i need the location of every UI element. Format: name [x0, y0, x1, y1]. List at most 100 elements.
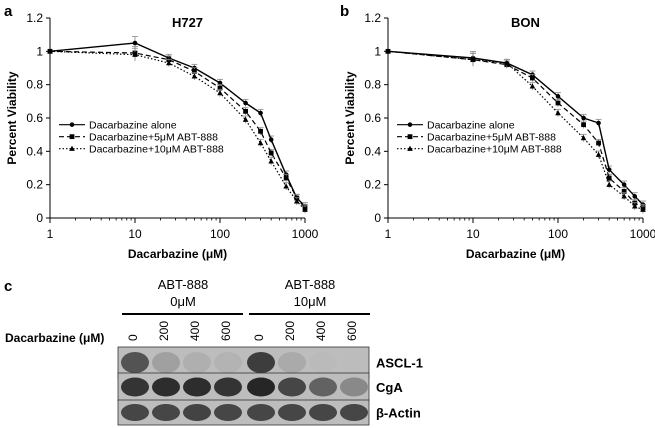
data-point [283, 175, 289, 181]
data-point [606, 181, 612, 187]
western-blot: ABT-888 0μM ABT-888 10μM Dacarbazine (μM… [5, 277, 423, 426]
data-point [243, 108, 248, 114]
x-tick-label: 1 [47, 227, 54, 241]
data-point [596, 140, 601, 146]
blot-band [340, 377, 368, 397]
blot-band [152, 377, 180, 397]
data-point [166, 60, 172, 66]
data-point [606, 175, 612, 181]
dose-label: 0 [126, 334, 140, 341]
y-tick-label: 0.8 [364, 78, 381, 92]
dose-label: 200 [157, 321, 171, 341]
data-point [621, 193, 627, 199]
data-point [268, 150, 274, 156]
band-row: CgA [117, 372, 403, 402]
blot-band [309, 377, 337, 397]
data-point [257, 140, 264, 146]
legend-entry: Dacarbazine+5μM ABT-888 [89, 132, 218, 144]
group-label-line1: ABT-888 [285, 277, 336, 292]
tick-group: 0 0.2 0.4 0.6 0.8 1 1.2 1 10 100 1000 [26, 11, 318, 241]
dose-label: 0 [252, 334, 266, 341]
data-point [555, 94, 561, 99]
group-label-line1: ABT-888 [158, 277, 209, 292]
data-point [191, 73, 198, 79]
data-point [293, 198, 300, 204]
band-row: β-Actin [117, 399, 421, 426]
data-point [385, 48, 391, 54]
y-tick-label: 1.2 [26, 11, 43, 25]
blot-band [121, 351, 149, 374]
legend-marker [69, 122, 75, 127]
data-point [243, 100, 248, 106]
y-tick-label: 0.6 [364, 111, 381, 125]
series-square [47, 46, 308, 212]
blot-band [152, 404, 180, 421]
data-point [530, 75, 535, 81]
data-point [529, 83, 536, 89]
y-tick-label: 0.8 [26, 78, 43, 92]
chart-bon: BON Dacarbazine (μM) Percent Viability 0… [343, 11, 655, 261]
series-triangle [47, 47, 308, 214]
series-circle [385, 49, 646, 209]
data-point [555, 110, 561, 116]
y-tick-label: 1 [374, 44, 381, 58]
band-label: β-Actin [376, 406, 421, 421]
series-circle [47, 36, 308, 210]
panel-a-letter: a [4, 3, 13, 20]
x-tick-label: 1000 [630, 227, 655, 241]
data-point [621, 188, 627, 194]
blot-band [183, 351, 211, 374]
blot-band [247, 377, 275, 397]
legend-entry: Dacarbazine+10μM ABT-888 [89, 144, 224, 156]
data-point [504, 60, 510, 66]
chart-h727: H727 Dacarbazine (μM) Percent Viability … [5, 11, 319, 261]
data-point [132, 51, 138, 57]
dose-label: 400 [188, 321, 202, 341]
blot-band [278, 351, 306, 374]
y-tick-label: 0.2 [26, 178, 43, 192]
blot-band [278, 404, 306, 421]
legend-marker [407, 134, 413, 140]
group-label-line2: 10μM [294, 294, 327, 309]
y-axis-label: Percent Viability [343, 71, 357, 164]
blot-band [121, 404, 149, 421]
y-tick-label: 1 [36, 44, 43, 58]
legend-entry: Dacarbazine alone [427, 120, 515, 132]
data-point [302, 206, 308, 212]
x-axis-label: Dacarbazine (μM) [128, 247, 227, 261]
blot-band [214, 377, 242, 397]
panel-c-letter: c [4, 278, 12, 295]
band-rows: ASCL-1 CgA β-Actin [117, 346, 423, 426]
series-group [47, 36, 308, 214]
x-tick-label: 10 [466, 227, 480, 241]
data-point [581, 115, 586, 121]
blot-band [214, 351, 242, 374]
tick-group: 0 0.2 0.4 0.6 0.8 1 1.2 1 10 100 1000 [364, 11, 655, 241]
data-point [268, 158, 274, 164]
series-triangle [385, 48, 646, 214]
data-point [632, 194, 638, 199]
chart-title: H727 [172, 15, 203, 30]
data-point [606, 167, 612, 172]
dose-label: 200 [283, 321, 297, 341]
blot-band [340, 404, 368, 421]
data-point [268, 137, 274, 142]
legend-marker [407, 122, 413, 127]
series-square [385, 48, 646, 212]
panel-b-letter: b [340, 3, 349, 20]
blot-band [309, 404, 337, 421]
data-point [258, 128, 263, 134]
dose-label: 600 [345, 321, 359, 341]
data-point [132, 40, 138, 46]
y-axis-label: Percent Viability [5, 71, 19, 164]
x-axis-label: Dacarbazine (μM) [466, 247, 565, 261]
y-tick-label: 0 [374, 211, 381, 225]
legend-marker [69, 145, 75, 151]
band-label: ASCL-1 [376, 356, 423, 371]
chart-title: BON [511, 15, 540, 30]
legend-entry: Dacarbazine alone [89, 120, 177, 132]
blot-band [247, 351, 275, 374]
